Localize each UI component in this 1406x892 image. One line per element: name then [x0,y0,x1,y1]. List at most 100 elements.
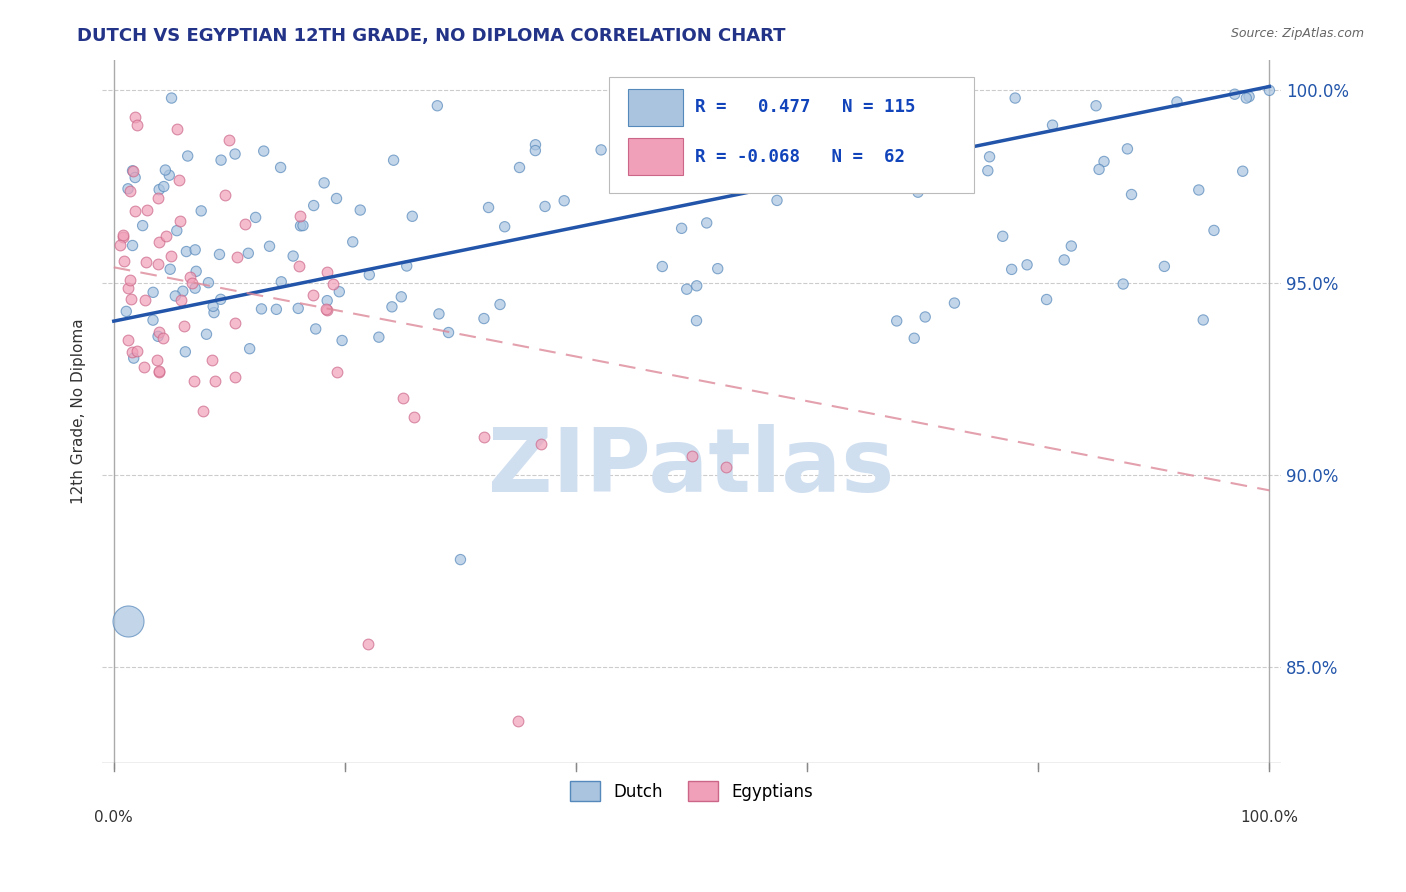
Point [214,188,236,202]
Point [124,170,146,185]
Point [186,264,208,278]
Point [1234,91,1257,105]
Point [169,213,191,227]
Point [1202,223,1225,237]
Point [204,374,226,388]
Point [179,270,201,285]
Point [738,106,761,120]
Point [253,144,276,158]
Point [166,224,188,238]
Y-axis label: 12th Grade, No Diploma: 12th Grade, No Diploma [72,318,86,504]
Point [117,182,139,196]
Point [1004,91,1026,105]
Point [657,103,679,117]
Point [250,301,273,316]
Point [314,176,336,190]
Point [148,365,170,379]
Point [977,163,1000,178]
Point [145,353,167,368]
Point [224,316,246,330]
Point [868,180,890,194]
Point [591,143,613,157]
Point [159,262,181,277]
Point [810,128,832,143]
Text: 100.0%: 100.0% [1240,810,1298,824]
Point [508,714,530,728]
Point [134,293,156,307]
Point [508,161,530,175]
Point [1060,239,1083,253]
Point [266,302,288,317]
Point [152,331,174,345]
Point [120,292,142,306]
Point [404,410,426,425]
Point [160,249,183,263]
Point [389,290,412,304]
Point [991,229,1014,244]
Point [395,259,418,273]
Point [291,219,314,233]
Point [426,99,449,113]
Point [813,153,835,168]
Point [142,313,165,327]
Point [155,229,177,244]
Point [112,254,135,268]
Point [651,260,673,274]
Point [190,203,212,218]
Point [1112,277,1135,291]
Point [305,322,328,336]
Point [979,150,1001,164]
Point [1166,95,1188,109]
Text: ZIPatlas: ZIPatlas [488,425,894,511]
Point [671,221,693,235]
Point [121,238,143,252]
Point [1188,183,1211,197]
Point [122,351,145,365]
Point [174,344,197,359]
Point [735,148,758,162]
Point [224,370,246,384]
Point [325,192,347,206]
Point [124,110,146,124]
Point [235,218,257,232]
Point [169,173,191,187]
Point [316,302,339,317]
Point [122,164,145,178]
Point [148,257,170,271]
Point [766,194,789,208]
Point [111,230,134,244]
Point [382,153,405,168]
Point [553,194,575,208]
Point [302,198,325,212]
Point [238,246,260,260]
Point [173,318,195,333]
Point [132,360,155,375]
Point [316,293,339,308]
FancyBboxPatch shape [609,78,974,194]
Point [696,216,718,230]
Point [820,99,842,113]
Point [1237,89,1260,103]
Point [685,313,707,327]
Point [359,268,381,282]
Point [489,297,512,311]
Point [328,285,350,299]
Point [111,227,134,242]
Point [148,325,170,339]
Point [472,429,495,443]
Point [477,201,499,215]
Point [259,239,281,253]
Point [1223,87,1246,102]
Text: 0.0%: 0.0% [94,810,134,824]
Point [166,121,188,136]
Point [1192,313,1215,327]
Point [184,243,207,257]
Point [142,285,165,300]
Point [534,199,557,213]
Point [184,281,207,295]
Point [117,333,139,347]
Point [125,118,148,132]
Point [176,244,198,259]
Point [814,166,837,180]
Point [181,276,204,290]
